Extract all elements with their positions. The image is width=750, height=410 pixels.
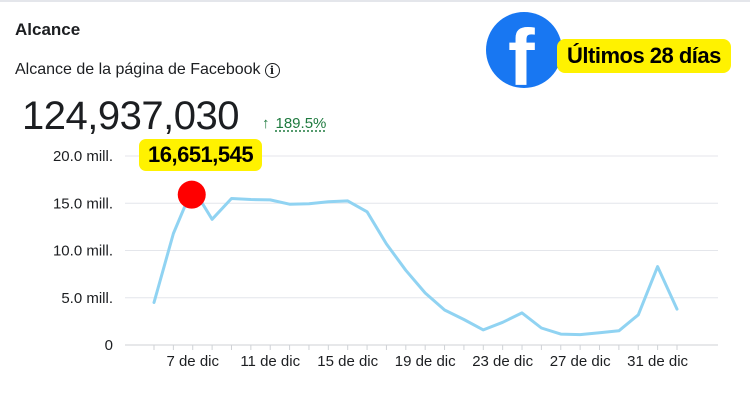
x-tick-label: 27 de dic <box>550 353 611 370</box>
total-reach-value: 124,937,030 <box>22 94 239 138</box>
info-icon[interactable]: i <box>264 62 280 78</box>
y-tick-label: 15.0 mill. <box>53 195 113 212</box>
x-axis-ticks <box>153 345 678 350</box>
x-tick-label: 7 de dic <box>166 353 219 370</box>
reach-series-line <box>152 186 679 337</box>
x-tick-label: 11 de dic <box>240 353 300 370</box>
growth-value[interactable]: 189.5% <box>275 115 327 132</box>
reach-subtitle: Alcance de la página de Facebook i <box>15 61 280 79</box>
x-tick-label: 31 de dic <box>627 353 688 370</box>
x-tick-label: 23 de dic <box>472 353 533 370</box>
peak-value-badge: 16,651,545 <box>139 139 263 171</box>
x-tick-label: 15 de dic <box>317 353 378 370</box>
growth-indicator: ↑ 189.5% <box>262 115 326 132</box>
period-badge: Últimos 28 días <box>557 39 731 73</box>
y-tick-label: 20.0 mill. <box>53 148 113 165</box>
y-tick-label: 10.0 mill. <box>53 243 113 260</box>
top-divider <box>0 0 750 2</box>
y-tick-label: 5.0 mill. <box>61 290 113 307</box>
peak-marker <box>177 180 206 209</box>
section-title: Alcance <box>15 20 81 39</box>
x-tick-label: 19 de dic <box>395 353 456 370</box>
arrow-up-icon: ↑ <box>262 115 270 132</box>
chart-grid <box>125 155 718 346</box>
y-axis-labels: 0 5.0 mill. 10.0 mill. 15.0 mill. 20.0 mill. <box>53 148 113 354</box>
y-tick-label: 0 <box>105 337 113 354</box>
x-axis-labels: 7 de dic 11 de dic 15 de dic 19 de dic 23 de… <box>166 353 688 370</box>
facebook-logo-icon: f <box>486 12 562 88</box>
subtitle-text: Alcance de la página de Facebook <box>15 61 261 78</box>
